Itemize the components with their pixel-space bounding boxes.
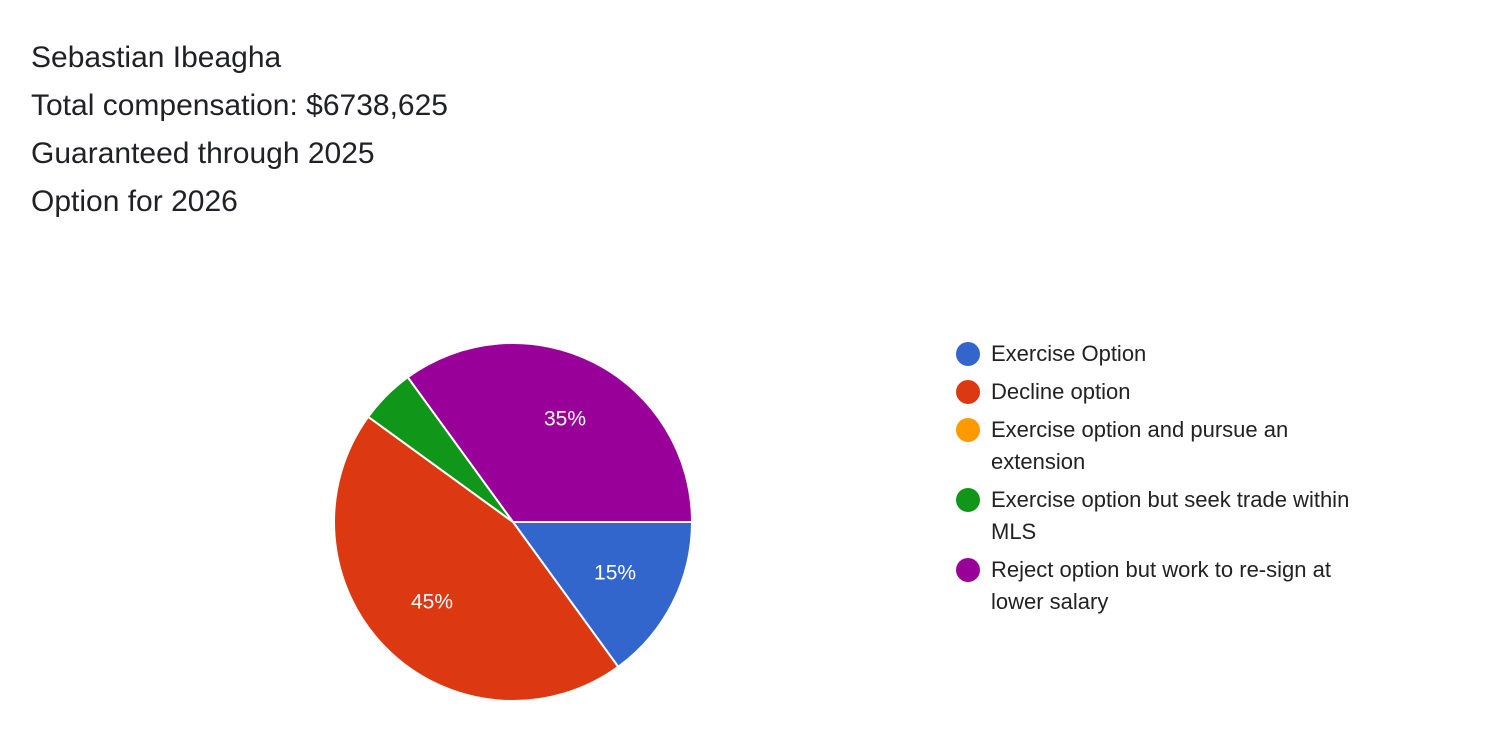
- chart-legend: Exercise Option Decline option Exercise op…: [956, 338, 1376, 624]
- legend-label: Reject option but work to re-sign at low…: [991, 557, 1331, 614]
- pie-slice-0[interactable]: [511, 521, 694, 669]
- legend-swatch-icon: [956, 488, 980, 512]
- legend-item-3[interactable]: Exercise option but seek trade within ML…: [956, 484, 1376, 548]
- legend-swatch-icon: [956, 418, 980, 442]
- legend-item-2[interactable]: Exercise option and pursue an extension: [956, 414, 1376, 478]
- pie-chart: 15% 45% 35%: [333, 342, 694, 702]
- legend-label: Decline option: [991, 379, 1131, 404]
- legend-label: Exercise option and pursue an extension: [991, 417, 1289, 474]
- pie-slice-label-0: 15%: [594, 562, 636, 585]
- legend-swatch-icon: [956, 558, 980, 582]
- legend-item-1[interactable]: Decline option: [956, 376, 1376, 408]
- legend-item-0[interactable]: Exercise Option: [956, 338, 1376, 370]
- legend-label: Exercise Option: [991, 341, 1147, 366]
- player-name: Sebastian Ibeagha: [31, 41, 282, 74]
- guaranteed-through: Guaranteed through 2025: [31, 137, 375, 170]
- legend-swatch-icon: [956, 380, 980, 404]
- legend-label: Exercise option but seek trade within ML…: [991, 487, 1350, 544]
- pie-slice-4[interactable]: [406, 342, 694, 523]
- option-year: Option for 2026: [31, 185, 238, 218]
- total-compensation: Total compensation: $6738,625: [31, 89, 448, 122]
- question-title: Sebastian Ibeagha Total compensation: $6…: [31, 34, 448, 226]
- legend-item-4[interactable]: Reject option but work to re-sign at low…: [956, 554, 1376, 618]
- pie-slice-label-4: 35%: [544, 407, 586, 430]
- pie-slice-1[interactable]: [333, 415, 620, 702]
- pie-slice-label-1: 45%: [411, 591, 453, 614]
- legend-swatch-icon: [956, 342, 980, 366]
